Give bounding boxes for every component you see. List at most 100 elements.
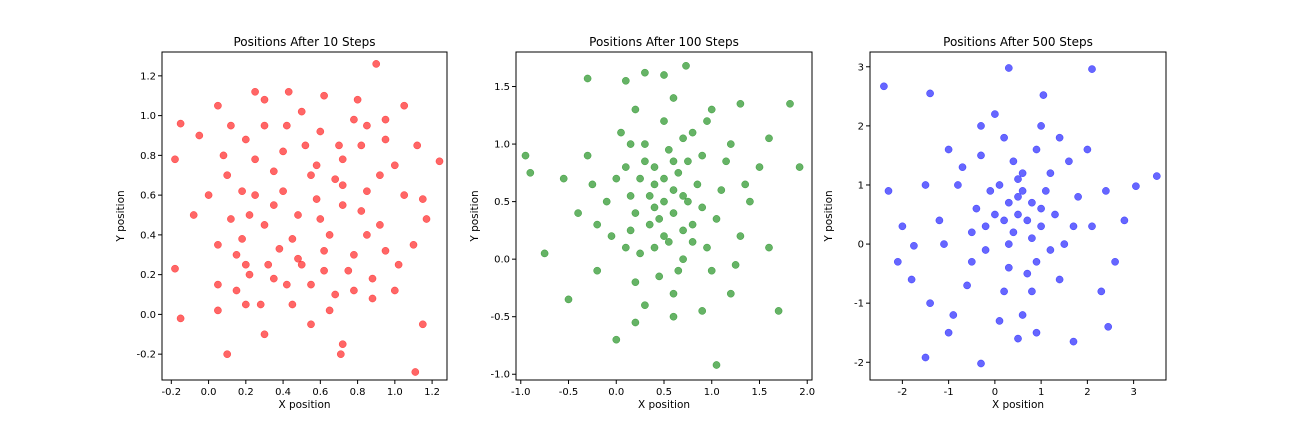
data-point xyxy=(312,161,321,170)
data-point xyxy=(958,163,967,172)
data-point xyxy=(232,250,241,259)
data-point xyxy=(279,147,287,156)
x-tick-label: 1.2 xyxy=(424,387,440,398)
y-tick-label: 2 xyxy=(858,121,864,132)
data-point xyxy=(703,243,711,252)
data-point xyxy=(765,134,773,143)
data-point xyxy=(264,260,273,269)
x-tick-label: 0.6 xyxy=(312,387,328,398)
data-point xyxy=(650,243,659,252)
data-point xyxy=(1028,234,1036,243)
data-point xyxy=(981,222,990,231)
data-point xyxy=(741,180,750,189)
data-point xyxy=(655,215,664,223)
data-point xyxy=(400,191,409,199)
data-point xyxy=(726,289,735,298)
data-point xyxy=(559,174,568,183)
data-point xyxy=(636,174,644,183)
data-point xyxy=(204,191,213,199)
data-point xyxy=(526,168,535,177)
data-point xyxy=(338,340,347,349)
data-point xyxy=(284,87,293,96)
data-point xyxy=(698,203,707,212)
data-point xyxy=(1018,311,1027,319)
data-point xyxy=(650,203,659,212)
data-point xyxy=(241,135,250,144)
chart-title: Positions After 100 Steps xyxy=(589,35,739,49)
data-point xyxy=(1055,275,1064,284)
y-tick-label: 1.5 xyxy=(494,82,510,93)
data-point xyxy=(338,155,347,164)
y-tick-label: -2 xyxy=(854,358,864,369)
data-point xyxy=(935,216,944,225)
data-point xyxy=(350,115,358,124)
data-point xyxy=(991,210,999,219)
data-point xyxy=(1051,210,1059,219)
data-point xyxy=(214,306,222,315)
data-point xyxy=(940,240,948,248)
data-point xyxy=(1004,263,1013,272)
x-axis-label: X position xyxy=(638,399,690,411)
data-point xyxy=(621,243,630,252)
data-point xyxy=(712,215,721,223)
data-point xyxy=(926,89,934,98)
y-tick-label: 0 xyxy=(858,240,864,251)
data-point xyxy=(621,163,630,171)
data-point xyxy=(674,266,683,275)
data-point xyxy=(717,186,726,194)
data-point xyxy=(1074,192,1082,201)
data-point xyxy=(1004,198,1013,207)
data-point xyxy=(607,232,616,240)
data-point xyxy=(241,300,250,309)
x-tick-label: 0.4 xyxy=(275,387,291,398)
x-tick-label: -2 xyxy=(897,387,907,398)
data-point xyxy=(669,289,678,298)
data-point xyxy=(1014,175,1022,183)
x-tick-label: 3 xyxy=(1130,387,1136,398)
data-point xyxy=(1032,145,1041,154)
data-point xyxy=(1014,334,1022,343)
data-point xyxy=(669,186,678,194)
data-point xyxy=(368,274,377,283)
data-point xyxy=(650,180,659,189)
data-point xyxy=(795,163,804,171)
data-point xyxy=(335,141,343,150)
data-point xyxy=(409,240,418,249)
data-point xyxy=(660,232,668,240)
data-point xyxy=(1055,133,1064,142)
x-tick-label: 1.0 xyxy=(704,387,720,398)
data-point xyxy=(926,299,934,308)
data-point xyxy=(282,121,291,130)
data-point xyxy=(967,228,976,237)
data-point xyxy=(898,222,907,231)
data-point xyxy=(320,91,328,100)
data-point xyxy=(765,243,773,252)
data-point xyxy=(400,101,409,110)
x-axis-label: X position xyxy=(278,399,330,411)
data-point xyxy=(588,180,597,189)
scatter-panel-1: -0.2 0.0 0.2 0.4 0.6 0.8 1.0 1.2 -0.2 0.0 0.2 0.4 0.… xyxy=(115,35,448,411)
x-tick-label: 1.0 xyxy=(387,387,403,398)
data-point xyxy=(674,168,683,177)
data-point xyxy=(1014,210,1022,219)
data-point xyxy=(593,220,602,229)
data-point xyxy=(921,181,930,189)
data-point xyxy=(1132,182,1140,191)
data-point xyxy=(1000,133,1008,142)
data-point xyxy=(726,140,735,148)
data-point xyxy=(977,122,985,130)
data-point xyxy=(418,195,427,203)
data-point xyxy=(256,300,265,309)
data-point xyxy=(1041,187,1050,195)
data-point xyxy=(995,181,1004,189)
data-point xyxy=(645,220,654,229)
data-point xyxy=(413,141,422,150)
y-axis-label: Y position xyxy=(469,190,481,242)
data-point xyxy=(381,135,390,144)
y-tick-label: 0.2 xyxy=(140,270,156,281)
data-point xyxy=(307,320,315,329)
data-point xyxy=(1088,65,1096,73)
scatter-points xyxy=(521,61,804,369)
data-point xyxy=(660,174,668,183)
